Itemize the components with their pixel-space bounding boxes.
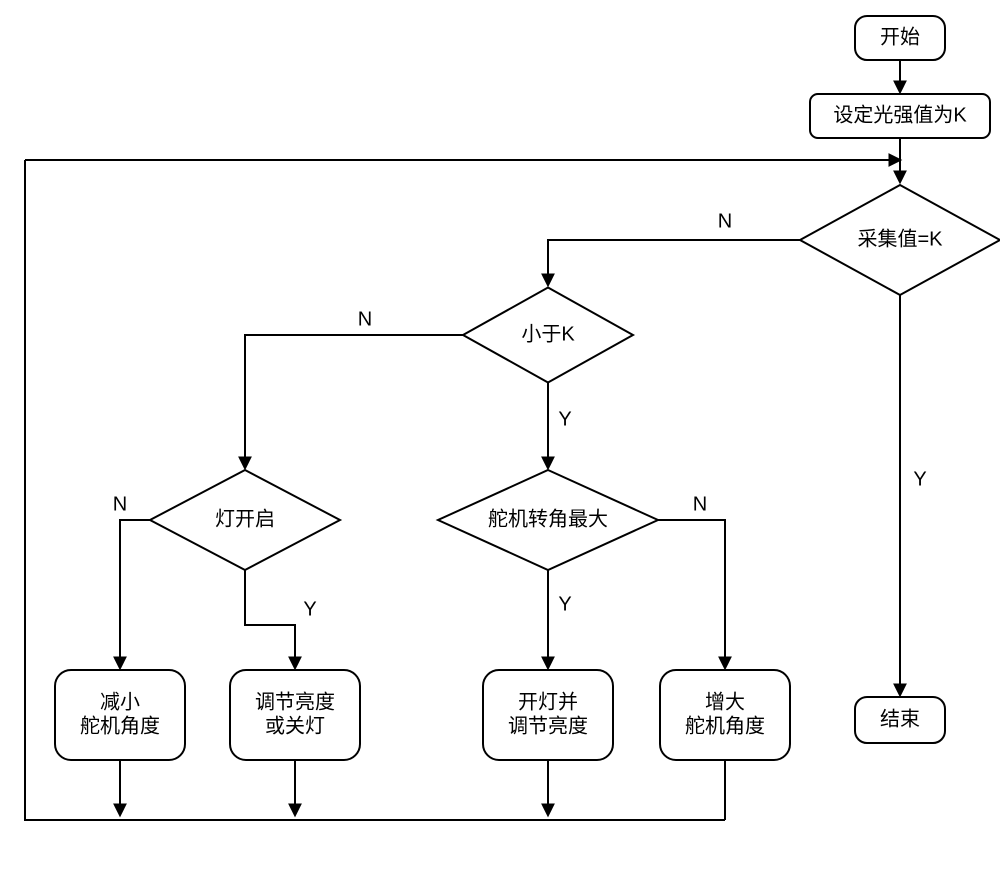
node-start-text: 开始 bbox=[880, 25, 920, 48]
node-end: 结束 bbox=[855, 697, 945, 743]
node-end-text: 结束 bbox=[880, 707, 920, 730]
node-decServo: 减小舵机角度 bbox=[55, 670, 185, 760]
node-lightOn-text: 灯开启 bbox=[215, 507, 275, 530]
node-adjOrOff-text: 调节亮度 bbox=[255, 690, 335, 713]
node-lessThanK: 小于K bbox=[463, 288, 633, 383]
edge-label-Y3: Y bbox=[303, 598, 316, 620]
edge-label-N3: N bbox=[113, 493, 127, 515]
node-collectEqK: 采集值=K bbox=[800, 185, 1000, 295]
edge-label-Y1: Y bbox=[913, 468, 926, 490]
node-decServo-text: 减小 bbox=[100, 690, 140, 713]
node-onAndAdj-text: 开灯并 bbox=[518, 690, 578, 713]
edge-label-N2: N bbox=[358, 308, 372, 330]
edge-label-Y2: Y bbox=[558, 408, 571, 430]
node-lessThanK-text: 小于K bbox=[521, 322, 575, 345]
node-incServo: 增大舵机角度 bbox=[660, 670, 790, 760]
edge-label-N1: N bbox=[718, 210, 732, 232]
node-servoMax: 舵机转角最大 bbox=[438, 470, 658, 570]
node-decServo-text: 舵机角度 bbox=[80, 714, 160, 737]
node-onAndAdj-text: 调节亮度 bbox=[508, 714, 588, 737]
node-onAndAdj: 开灯并调节亮度 bbox=[483, 670, 613, 760]
node-incServo-text: 舵机角度 bbox=[685, 714, 765, 737]
edge-label-Y4: Y bbox=[558, 593, 571, 615]
node-start: 开始 bbox=[855, 16, 945, 60]
node-incServo-text: 增大 bbox=[705, 690, 745, 713]
edge-label-N4: N bbox=[693, 493, 707, 515]
node-setK-text: 设定光强值为K bbox=[833, 103, 967, 126]
node-collectEqK-text: 采集值=K bbox=[857, 227, 943, 250]
node-adjOrOff: 调节亮度或关灯 bbox=[230, 670, 360, 760]
node-setK: 设定光强值为K bbox=[810, 94, 990, 138]
node-adjOrOff-text: 或关灯 bbox=[265, 714, 325, 737]
node-servoMax-text: 舵机转角最大 bbox=[488, 507, 608, 530]
node-lightOn: 灯开启 bbox=[150, 470, 340, 570]
nodes: 开始设定光强值为K采集值=K小于K灯开启舵机转角最大减小舵机角度调节亮度或关灯开… bbox=[55, 16, 1000, 760]
